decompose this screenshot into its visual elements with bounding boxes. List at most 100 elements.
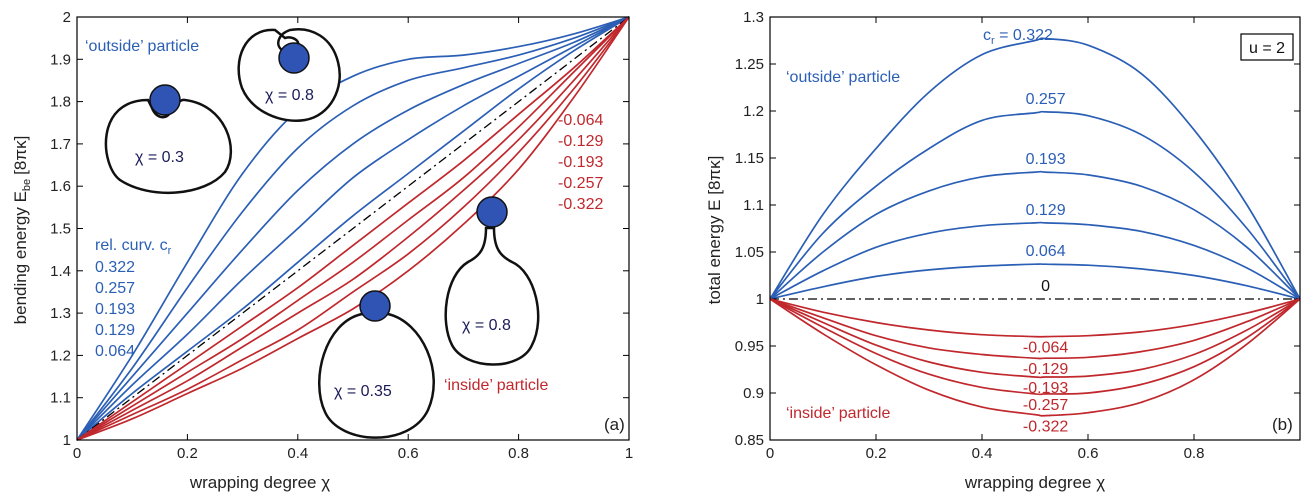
- particle-icon: [359, 290, 391, 322]
- inset-label: χ = 0.8: [462, 317, 511, 334]
- y-tick-label: 1.8: [50, 94, 71, 111]
- legend-title: rel. curv. cr: [95, 237, 172, 257]
- series-line-inside: [76, 16, 630, 441]
- series-line-inside: [76, 16, 630, 441]
- particle-icon: [149, 84, 181, 116]
- curve-value-label: 0.064: [1026, 243, 1066, 260]
- x-axis-label: wrapping degree χ: [189, 473, 330, 492]
- inset-inside-chi-0.8: χ = 0.8: [444, 196, 540, 366]
- panel-b: 0 0.2 0.4 0.6 0.8 0.85 0.9 0.95 1 1.05 1.1 1.15 1.2 1…: [705, 9, 1301, 492]
- outside-value-label: 0.193: [95, 301, 135, 318]
- panel-a-ticks: 0 0.2 0.4 0.6 0.8 1 1 1.1 1.2 1.3 1.4 1.5 1.6 1.7 1.8 1…: [50, 9, 633, 462]
- series-line-outside: [76, 16, 630, 441]
- panel-label: (a): [604, 415, 625, 434]
- y-tick-label: 1: [756, 291, 764, 308]
- inside-particle-label: ‘inside’ particle: [786, 405, 890, 422]
- y-tick-label: 1.6: [50, 178, 71, 195]
- panel-a-frame: [76, 16, 630, 441]
- series-line-inside: [769, 298, 1301, 396]
- y-tick-label: 1.25: [735, 56, 764, 73]
- x-tick-label: 1: [625, 445, 633, 462]
- y-tick-label: 1.7: [50, 136, 71, 153]
- series-line-outside: [76, 16, 630, 441]
- inset-outside-chi-0.3: χ = 0.3: [104, 84, 233, 195]
- y-tick-label: 0.95: [735, 338, 764, 355]
- curve-value-label: 0.193: [1026, 151, 1066, 168]
- curve-value-label: 0.129: [1026, 202, 1066, 219]
- inset-label: χ = 0.35: [334, 383, 392, 400]
- outside-value-label: 0.129: [95, 322, 135, 339]
- x-tick-label: 0.2: [866, 445, 887, 462]
- series-line-outside: [76, 16, 630, 441]
- inside-value-label: -0.129: [558, 133, 603, 150]
- inset-inside-chi-0.35: χ = 0.35: [318, 290, 435, 439]
- x-tick-label: 0.4: [972, 445, 993, 462]
- series-line-inside: [769, 298, 1301, 417]
- y-axis-label: total energy E [8πκ]: [705, 156, 724, 305]
- y-tick-label: 1.2: [743, 103, 764, 120]
- y-tick-label: 1: [63, 432, 71, 449]
- x-tick-label: 0.2: [177, 445, 198, 462]
- y-tick-label: 1.4: [50, 263, 71, 280]
- outside-value-label: 0.064: [95, 343, 135, 360]
- x-tick-label: 0.8: [1184, 445, 1205, 462]
- inset-outside-chi-0.8: χ = 0.8: [237, 28, 341, 122]
- panel-a: 0 0.2 0.4 0.6 0.8 1 1 1.1 1.2 1.3 1.4 1.5 1.6 1.7 1.8 1…: [11, 9, 633, 492]
- series-line-inside: [769, 298, 1301, 338]
- x-axis-label: wrapping degree χ: [964, 473, 1105, 492]
- inside-value-label: -0.193: [558, 154, 603, 171]
- y-tick-label: 1.2: [50, 347, 71, 364]
- series-line-outside: [769, 170, 1301, 300]
- x-tick-label: 0: [73, 445, 81, 462]
- series-line-outside: [769, 221, 1301, 300]
- particle-icon: [278, 42, 310, 74]
- series-line-inside: [76, 16, 630, 441]
- panel-label: (b): [1272, 415, 1293, 434]
- curve-value-label: -0.064: [1023, 340, 1068, 357]
- x-tick-label: 0.8: [508, 445, 529, 462]
- series-line-outside: [76, 16, 630, 441]
- outside-particle-label: ‘outside’ particle: [85, 38, 199, 55]
- particle-icon: [476, 196, 508, 228]
- panel-b-frame: [769, 16, 1301, 441]
- y-tick-label: 1.9: [50, 51, 71, 68]
- inside-particle-label: ‘inside’ particle: [444, 377, 548, 394]
- x-tick-label: 0.6: [1078, 445, 1099, 462]
- parameter-box: [1240, 33, 1294, 61]
- curve-value-label: -0.322: [1023, 419, 1068, 436]
- y-tick-label: 2: [63, 9, 71, 26]
- series-line-inside: [769, 298, 1301, 379]
- inside-value-label: -0.064: [558, 112, 603, 129]
- outside-value-label: 0.257: [95, 280, 135, 297]
- outside-particle-label: ‘outside’ particle: [786, 69, 900, 86]
- y-tick-label: 0.9: [743, 385, 764, 402]
- curve-value-label: -0.257: [1023, 397, 1068, 414]
- y-tick-label: 1.3: [743, 9, 764, 26]
- inside-value-label: -0.257: [558, 175, 603, 192]
- curve-value-label: -0.193: [1023, 380, 1068, 397]
- x-tick-label: 0.6: [398, 445, 419, 462]
- y-tick-label: 1.3: [50, 305, 71, 322]
- parameter-value: u = 2: [1249, 40, 1285, 57]
- y-axis-label: bending energy Ebe[8πκ]: [11, 136, 33, 325]
- series-line-reference: [76, 16, 630, 441]
- series-line-outside: [769, 110, 1301, 300]
- x-tick-label: 0.4: [287, 445, 308, 462]
- y-tick-label: 1.5: [50, 221, 71, 238]
- inset-label: χ = 0.8: [265, 87, 314, 104]
- x-tick-label: 0: [766, 445, 774, 462]
- inside-value-label: -0.322: [558, 196, 603, 213]
- y-tick-label: 1.15: [735, 150, 764, 167]
- series-line-outside: [769, 37, 1301, 300]
- panel-b-series: [769, 37, 1301, 417]
- y-tick-label: 1.1: [50, 390, 71, 407]
- outside-value-label: 0.322: [95, 259, 135, 276]
- y-tick-label: 1.05: [735, 244, 764, 261]
- panel-b-curve-labels: 0.2570.1930.1290.0640-0.064-0.129-0.193-…: [1023, 91, 1068, 436]
- y-tick-label: 0.85: [735, 432, 764, 449]
- series-line-outside: [769, 263, 1301, 300]
- y-tick-label: 1.1: [743, 197, 764, 214]
- outside-values-list: 0.322 0.257 0.193 0.129 0.064: [95, 259, 135, 360]
- inset-label: χ = 0.3: [135, 149, 184, 166]
